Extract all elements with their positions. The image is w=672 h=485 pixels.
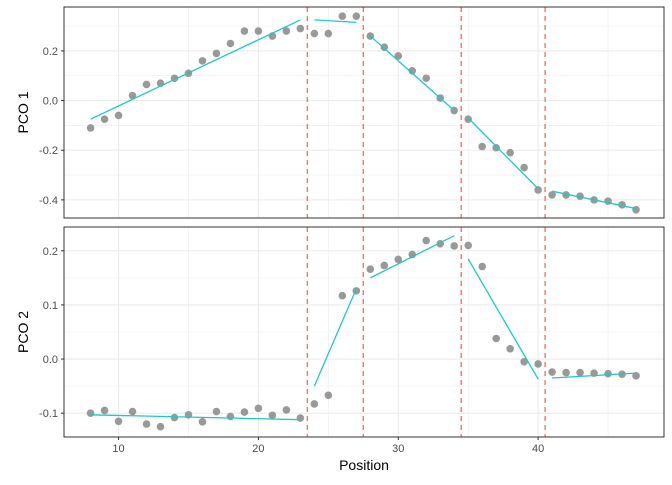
data-point [310,400,319,408]
data-point [198,57,207,65]
fit-segment [369,35,455,112]
x-tick-label: 40 [532,443,544,455]
x-tick-label: 10 [112,443,124,455]
data-point [492,334,500,343]
data-point [352,12,361,20]
x-axis-label: Position [339,457,389,473]
data-point [520,163,528,172]
data-point [324,29,333,38]
data-point [324,391,333,400]
data-point [282,406,291,414]
y-axis-label: PCO 2 [15,311,31,353]
y-tick-label: 0.0 [43,96,58,108]
y-tick-label: 0.2 [43,46,58,58]
data-point [86,409,95,417]
data-point [394,255,403,264]
data-point [464,115,472,124]
data-point [464,241,472,250]
data-point [114,111,123,120]
data-point [296,414,305,422]
data-point [226,39,235,48]
data-point [506,344,514,353]
panel-border [63,6,665,219]
panel-1: 0.2 0.0 -0.2 -0.4 PCO 1 [15,6,665,219]
data-point [128,91,137,100]
data-point [506,148,514,157]
data-point [478,262,486,271]
data-point [338,291,347,300]
data-point [492,143,500,152]
data-point [380,43,389,52]
data-point [408,66,417,75]
data-point [142,420,151,428]
data-point [114,417,123,426]
data-point [632,372,640,380]
data-point [520,357,528,366]
fit-segment [90,414,301,421]
y-tick-label: 0.2 [43,246,58,258]
data-point [478,142,486,151]
x-tick-label: 30 [392,443,404,455]
data-point [422,236,431,245]
data-point [296,24,305,33]
data-point [394,52,403,60]
data-point [618,201,626,209]
panel-2: 0.2 0.1 0.0 -0.1 PCO 2 10 20 30 40 [15,226,665,455]
data-point [534,186,542,194]
data-point [240,27,249,35]
data-point [534,360,542,368]
data-point [282,27,291,35]
data-point [604,369,612,378]
data-point [338,12,347,20]
y-tick-label: 0.0 [43,354,58,366]
fit-segment [90,19,301,120]
y-tick-label: -0.4 [39,195,58,207]
fit-segment [467,117,539,190]
data-point [548,191,556,199]
data-point [576,192,584,200]
data-point [562,191,570,199]
data-point [142,80,151,89]
data-point [366,265,375,274]
data-point [212,407,221,416]
y-tick-label: -0.1 [39,408,58,420]
data-point [170,413,179,422]
data-point [156,422,165,431]
data-point [632,206,640,214]
data-point [450,242,459,250]
fit-segment [552,372,637,379]
data-point [198,418,207,426]
data-point [576,368,584,377]
data-point [240,408,249,416]
y-tick-label: -0.2 [39,145,58,157]
y-axis-label: PCO 1 [15,91,31,133]
data-point [86,124,95,132]
fit-segment [313,288,357,387]
data-point [562,368,570,377]
data-point [128,407,137,416]
data-point [268,411,277,420]
data-point [254,27,263,35]
data-point [100,406,109,415]
data-point [548,368,556,376]
data-point [380,261,389,270]
data-point [100,115,109,124]
data-point [310,29,319,38]
panel-border [63,226,665,438]
fit-segment [370,235,455,279]
data-point [226,412,235,421]
fit-segment [467,258,539,380]
data-point [422,74,431,83]
x-tick-label: 20 [252,443,264,455]
y-tick-label: 0.1 [43,300,58,312]
data-point [212,49,221,58]
fit-segment [314,19,357,24]
data-point [254,404,263,413]
fit-segment [551,190,637,210]
